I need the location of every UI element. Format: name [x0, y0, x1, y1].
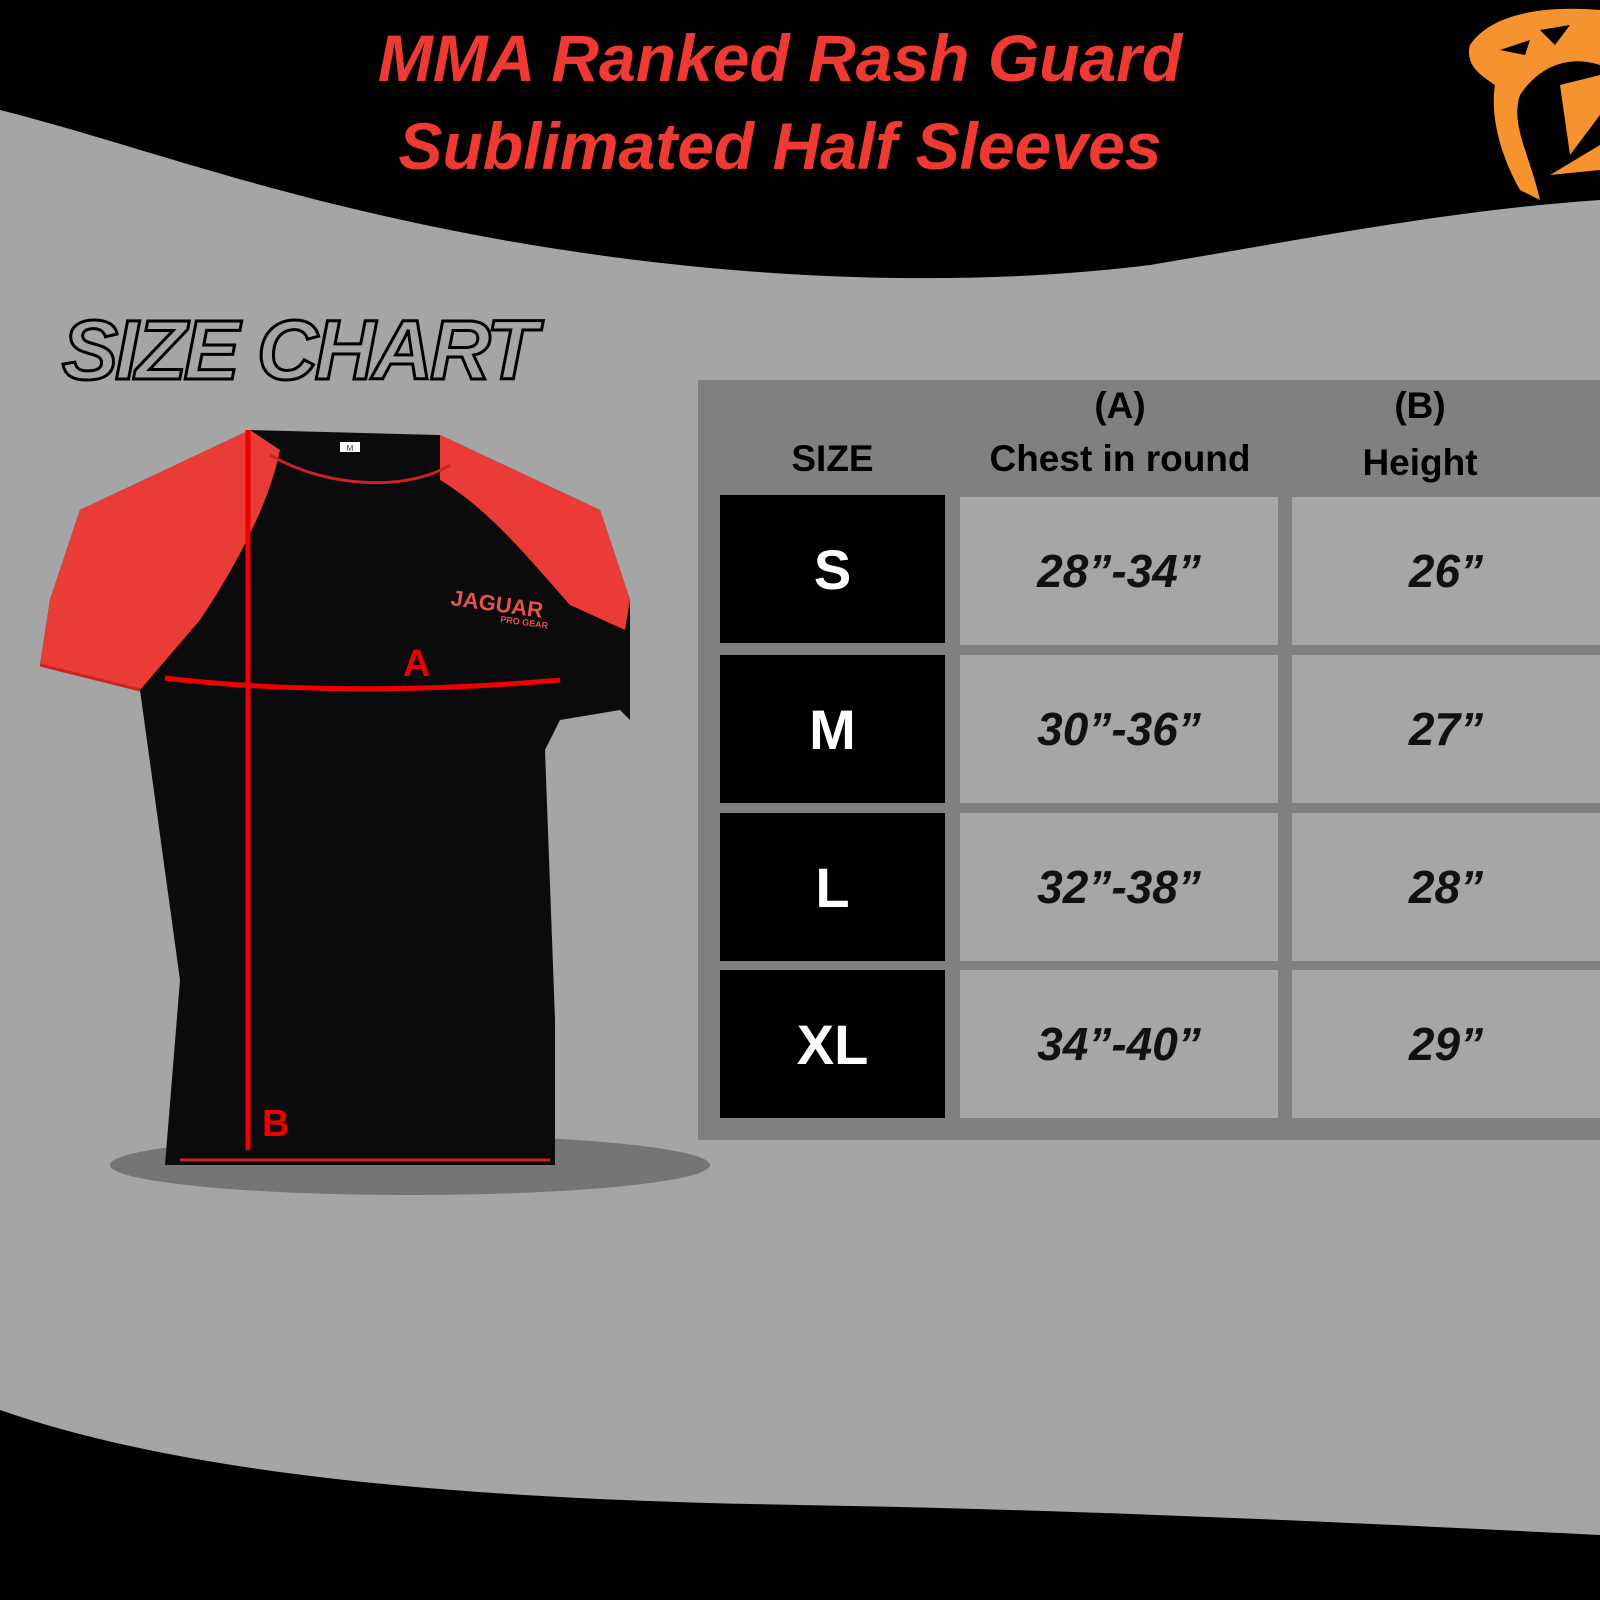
size-cell: XL	[720, 970, 945, 1118]
size-table: SIZE (A) Chest in round (B) Height S 28”…	[698, 380, 1600, 1140]
top-black-band	[0, 0, 1600, 279]
bottom-black-band	[0, 1410, 1600, 1600]
chest-cell: 28”-34”	[960, 497, 1278, 645]
size-cell: M	[720, 655, 945, 803]
header-height-code: (B)	[1394, 385, 1446, 426]
size-chart-heading: SIZE CHART	[60, 302, 538, 399]
height-cell: 29”	[1292, 970, 1600, 1118]
header-height: Height	[1362, 442, 1478, 483]
measure-label-b: B	[262, 1103, 290, 1145]
size-cell: L	[720, 813, 945, 961]
tiger-head-icon	[1469, 8, 1600, 200]
chest-cell: 32”-38”	[960, 813, 1278, 961]
product-title-line1: MMA Ranked Rash Guard	[377, 21, 1183, 95]
header-chest-code: (A)	[1094, 385, 1146, 426]
size-tag: M	[347, 444, 354, 453]
height-cell: 26”	[1292, 497, 1600, 645]
size-cell: S	[720, 495, 945, 643]
header-chest: Chest in round	[989, 438, 1251, 479]
measure-label-a: A	[403, 643, 431, 685]
product-title-line2: Sublimated Half Sleeves	[398, 109, 1162, 183]
chest-cell: 30”-36”	[960, 655, 1278, 803]
height-cell: 28”	[1292, 813, 1600, 961]
height-cell: 27”	[1292, 655, 1600, 803]
chest-cell: 34”-40”	[960, 970, 1278, 1118]
rash-guard-image: M JAGUAR PRO GEAR	[39, 430, 710, 1195]
header-size: SIZE	[791, 438, 874, 479]
measure-line-a	[164, 675, 561, 692]
